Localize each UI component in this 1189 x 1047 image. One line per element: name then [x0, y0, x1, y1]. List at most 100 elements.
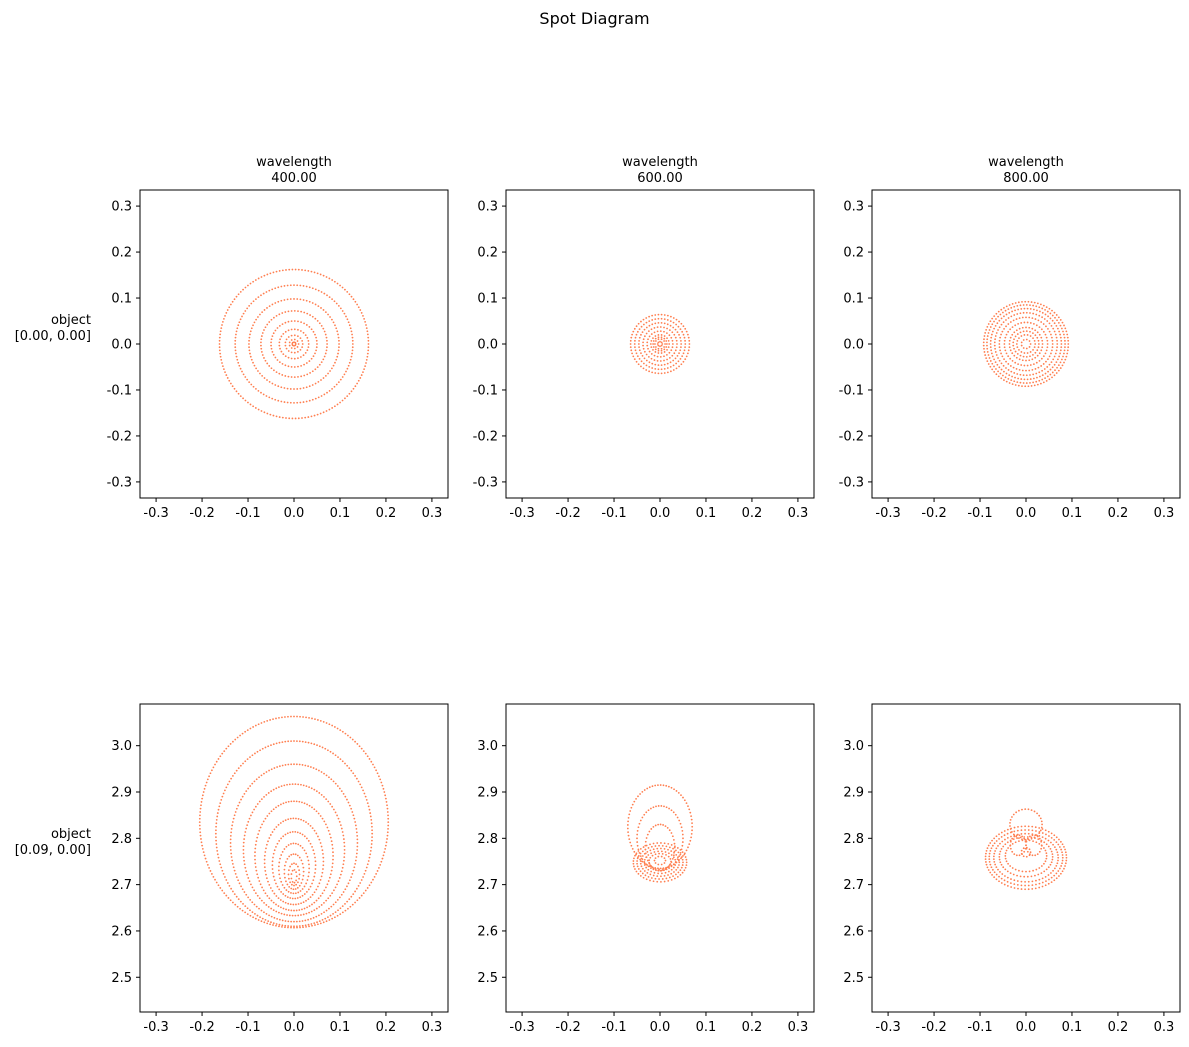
- spot-point: [1036, 376, 1038, 379]
- spot-point: [988, 852, 991, 855]
- spot-point: [273, 849, 276, 852]
- spot-point: [344, 795, 347, 798]
- spot-point: [295, 879, 298, 882]
- spot-point: [370, 843, 373, 845]
- spot-point: [285, 269, 287, 271]
- spot-point: [659, 869, 662, 872]
- spot-point: [991, 362, 994, 365]
- spot-point: [303, 907, 306, 910]
- spot-ring-8: [277, 842, 311, 895]
- spot-point: [362, 876, 364, 878]
- spot-point: [664, 825, 667, 827]
- spot-point: [318, 322, 321, 325]
- spot-point: [218, 805, 221, 808]
- spot-point: [672, 838, 675, 841]
- spot-point: [1027, 825, 1030, 828]
- spot-ring-6: [649, 334, 671, 354]
- spot-point: [643, 328, 646, 331]
- spot-point: [327, 749, 329, 752]
- spot-point: [1042, 330, 1045, 333]
- spot-ring-6: [263, 817, 325, 906]
- spot-point: [1040, 840, 1043, 843]
- spot-point: [1041, 832, 1044, 834]
- spot-point: [1056, 851, 1059, 854]
- spot-point: [652, 848, 655, 851]
- spot-point: [661, 852, 664, 855]
- spot-point: [1020, 829, 1023, 832]
- spot-point: [659, 360, 662, 362]
- spot-ring-8: [288, 338, 300, 350]
- spot-point: [672, 866, 675, 869]
- spot-point: [286, 883, 289, 886]
- spot-point: [286, 298, 289, 301]
- spot-point: [281, 363, 284, 365]
- spot-point: [666, 343, 668, 345]
- spot-point: [259, 313, 261, 316]
- spot-point: [1051, 376, 1053, 379]
- spot-point: [246, 378, 249, 381]
- spot-point: [1014, 361, 1017, 364]
- spot-point: [989, 863, 992, 866]
- spot-point: [367, 860, 370, 862]
- spot-point: [297, 914, 300, 917]
- spot-point: [685, 330, 688, 333]
- spot-point: [280, 335, 283, 338]
- spot-point: [205, 860, 208, 863]
- spot-point: [666, 358, 668, 361]
- spot-point: [654, 784, 657, 787]
- spot-point: [685, 858, 688, 861]
- spot-point: [676, 858, 679, 861]
- spot-point: [674, 349, 677, 352]
- spot-point: [230, 831, 233, 834]
- spot-point: [248, 381, 251, 383]
- spot-point: [320, 379, 322, 381]
- spot-point: [646, 341, 649, 344]
- spot-point: [331, 892, 334, 894]
- spot-point: [996, 363, 999, 366]
- spot-point: [289, 903, 292, 906]
- spot-point: [323, 772, 325, 775]
- spot-point: [305, 362, 308, 364]
- spot-point: [1034, 826, 1037, 829]
- spot-point: [1002, 321, 1005, 324]
- spot-point: [688, 339, 691, 342]
- spot-point: [244, 760, 247, 763]
- spot-point: [307, 270, 310, 272]
- spot-point: [233, 387, 236, 390]
- spot-point: [338, 787, 341, 790]
- spot-point: [242, 762, 244, 765]
- spot-point: [244, 376, 247, 378]
- spot-point: [232, 901, 234, 904]
- spot-point: [307, 898, 310, 900]
- spot-point: [1009, 831, 1012, 834]
- spot-point: [234, 336, 237, 339]
- spot-point: [630, 349, 633, 352]
- spot-point: [306, 336, 309, 339]
- x-tick-label: -0.2: [555, 1020, 580, 1035]
- spot-point: [308, 326, 311, 328]
- spot-point: [681, 864, 684, 866]
- spot-point: [277, 385, 280, 388]
- spot-point: [667, 880, 670, 882]
- spot-point: [221, 365, 224, 367]
- spot-point: [668, 829, 671, 832]
- spot-point: [642, 347, 645, 350]
- spot-point: [654, 853, 657, 856]
- spot-point: [350, 895, 353, 898]
- spot-point: [1061, 870, 1064, 873]
- spot-point: [368, 856, 371, 859]
- spot-point: [337, 336, 340, 339]
- spot-point: [334, 361, 336, 364]
- y-tick-label: 0.0: [477, 338, 498, 353]
- spot-point: [290, 925, 292, 928]
- spot-point: [690, 832, 693, 835]
- spot-point: [214, 878, 216, 881]
- spot-point: [1014, 384, 1017, 386]
- spot-point: [1013, 372, 1016, 374]
- spot-point: [355, 852, 358, 855]
- spot-point: [690, 836, 693, 839]
- spot-point: [234, 903, 237, 906]
- row-header-value: [0.00, 0.00]: [15, 329, 91, 344]
- spot-point: [290, 863, 293, 866]
- spot-point: [691, 825, 694, 828]
